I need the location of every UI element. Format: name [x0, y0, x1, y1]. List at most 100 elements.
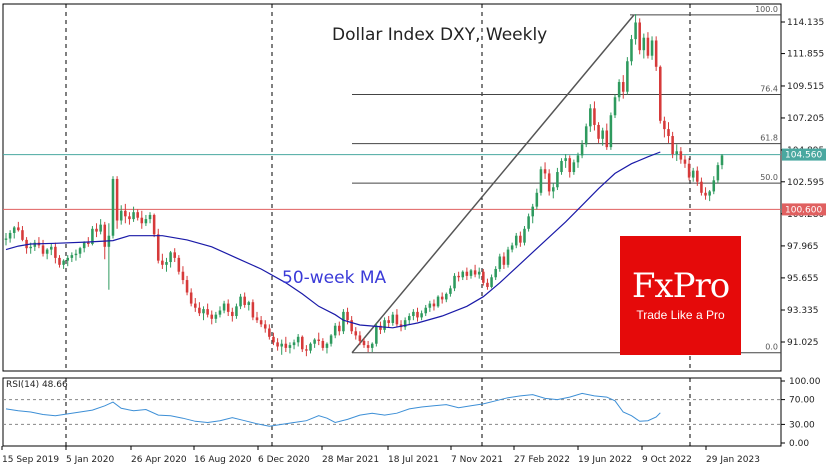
candle-body — [280, 343, 283, 347]
candle-body — [449, 288, 452, 294]
candle-body — [597, 124, 600, 139]
candle-body — [683, 159, 687, 164]
candle-body — [667, 129, 670, 137]
candle-body — [115, 178, 119, 221]
candle-body — [342, 311, 345, 332]
candle-body — [630, 39, 633, 62]
y-tick-label: 107.205 — [787, 114, 824, 124]
candle-body — [8, 232, 12, 239]
candle-body — [202, 309, 205, 314]
candle-body — [700, 181, 703, 193]
candle-body — [21, 230, 24, 240]
y-tick-label: 93.335 — [787, 306, 819, 316]
candle-body — [626, 61, 629, 92]
candle-body — [74, 253, 78, 256]
candle-body — [239, 296, 242, 307]
candle-body — [584, 126, 588, 145]
candle-body — [189, 292, 193, 304]
candle-body — [621, 82, 625, 92]
candle-body — [259, 320, 263, 325]
candle-body — [510, 245, 514, 250]
candle-body — [502, 256, 506, 265]
candle-body — [560, 160, 563, 173]
candle-body — [593, 108, 596, 125]
candle-body — [103, 224, 107, 247]
candle-body — [556, 172, 559, 188]
x-tick-label: 29 Jan 2023 — [706, 455, 760, 465]
candle-body — [313, 339, 316, 344]
candle-body — [469, 270, 473, 276]
rsi-line — [5, 392, 661, 427]
candle-body — [301, 336, 304, 350]
candle-body — [687, 163, 691, 178]
candle-body — [440, 296, 444, 300]
candle-body — [646, 37, 650, 56]
y-tick-label: 95.655 — [787, 274, 819, 284]
main-plot-border — [2, 3, 782, 372]
candle-body — [498, 256, 502, 269]
candle-body — [716, 165, 720, 181]
candle-body — [477, 271, 481, 275]
candle-body — [165, 262, 168, 265]
x-tick-label: 9 Oct 2022 — [642, 455, 692, 465]
candle-body — [432, 303, 436, 307]
candle-body — [564, 158, 567, 161]
candle-body — [613, 97, 617, 116]
fxpro-logo-wordmark: FxPro — [631, 266, 730, 306]
candle-body — [354, 331, 358, 336]
candle-body — [416, 311, 419, 318]
rsi-label: RSI(14) 48.66 — [6, 380, 68, 390]
candle-body — [407, 316, 411, 321]
candle-body — [272, 336, 275, 343]
y-tick-label: 97.965 — [787, 242, 819, 252]
fib-level-label: 0.0 — [765, 343, 778, 352]
candle-body — [288, 345, 292, 348]
candle-body — [691, 170, 695, 178]
candle-body — [62, 260, 65, 265]
candle-body — [152, 214, 156, 235]
ma-annotation: 50-week MA — [282, 268, 387, 288]
rsi-y-tick-label: 0.00 — [789, 439, 809, 449]
candle-body — [181, 271, 185, 281]
candle-body — [321, 340, 325, 348]
candle-body — [490, 277, 493, 287]
candle-body — [350, 320, 353, 332]
candle-body — [506, 249, 510, 265]
candle-body — [535, 192, 539, 207]
candle-body — [251, 302, 255, 318]
candle-body — [580, 144, 584, 156]
date-gridlines — [65, 4, 691, 446]
fib-level-label: 61.8 — [760, 134, 778, 143]
price-tag-box — [782, 203, 826, 216]
candle-body — [650, 40, 654, 56]
y-tick-label: 102.595 — [787, 178, 824, 188]
candle-body — [29, 246, 32, 249]
candle-body — [420, 313, 423, 318]
price-tag-label: 100.600 — [785, 205, 822, 215]
x-tick-label: 27 Feb 2022 — [514, 455, 570, 465]
candle-body — [136, 212, 139, 218]
candle-body — [78, 248, 82, 254]
candle-body — [276, 342, 279, 347]
fib-level-label: 50.0 — [760, 173, 778, 182]
candle-body — [366, 345, 370, 348]
moving-average-series — [5, 151, 661, 329]
candle-body — [659, 66, 662, 121]
candle-body — [284, 343, 288, 348]
candle-body — [128, 216, 131, 220]
x-tick-label: 19 Jun 2022 — [578, 455, 632, 465]
candle-body — [338, 325, 341, 332]
candle-body — [214, 314, 218, 319]
candle-body — [605, 130, 609, 148]
candle-body — [161, 260, 164, 265]
candle-body — [539, 169, 543, 193]
candle-body — [177, 257, 181, 272]
candle-body — [663, 120, 666, 130]
candle-body — [370, 343, 374, 348]
candle-body — [194, 303, 197, 308]
candle-body — [601, 130, 604, 139]
candle-body — [552, 187, 555, 192]
candle-body — [383, 320, 386, 330]
candle-body — [634, 22, 637, 40]
price-tag-label: 104.560 — [785, 151, 822, 161]
